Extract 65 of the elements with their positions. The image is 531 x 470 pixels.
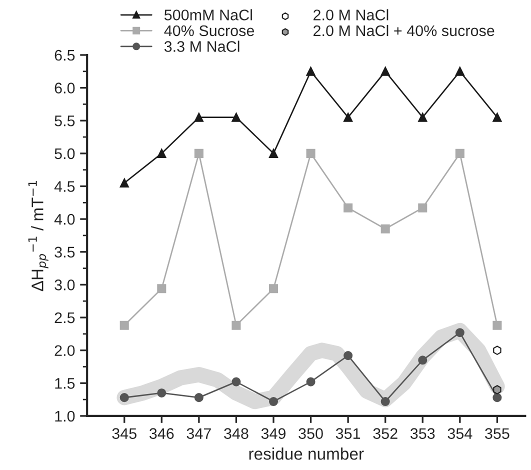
point [157,388,166,398]
y-tick-label: 4.0 [54,214,75,225]
point [232,320,241,330]
y-tick-label: 2.5 [54,312,75,324]
point [306,148,316,158]
y-tick-label: 5.5 [54,116,75,126]
x-tick-label: 352 [373,428,398,439]
point [344,203,353,212]
point [493,385,502,394]
x-tick-label: 345 [112,428,136,439]
point [380,396,390,406]
x-tick-label: 355 [485,428,510,439]
point [455,328,464,338]
x-tick-label: 348 [224,428,248,439]
y-axis-title: ΔH$_{pp}$$^{−1}$ / mT$^{−1}$ [28,180,48,292]
point [232,112,241,122]
point [157,284,166,294]
point [120,320,129,330]
point [306,377,316,386]
y-tick-label: 2.0 [54,345,75,356]
point [157,148,166,158]
point [120,393,129,402]
point [492,393,502,402]
point [268,396,278,406]
point [418,356,428,365]
point [418,112,428,122]
legend-label: 500mM NaCl [164,9,252,20]
point [418,203,428,212]
point [492,112,502,122]
x-axis-title: residue number [249,448,364,460]
point [120,178,129,188]
y-tick-label: 5.0 [54,148,75,160]
x-tick-label: 351 [336,428,360,439]
x-tick-label: 349 [261,428,286,439]
point [194,393,204,402]
point [344,112,353,122]
point [194,112,204,122]
legend-label: 40% Sucrose [164,25,254,36]
point [380,224,390,234]
point [268,148,278,158]
point [380,66,390,76]
point [492,320,502,330]
point [194,148,204,158]
y-tick-label: 4.5 [54,181,75,192]
x-tick-label: 350 [298,428,323,439]
y-tick-label: 3.5 [54,246,75,258]
point [455,148,464,158]
x-tick-label: 347 [186,428,211,439]
y-tick-label: 3.0 [54,280,75,290]
legend-label: 2.0 M NaCl + 40% sucrose [314,24,494,36]
point [306,66,316,76]
point [268,284,278,294]
y-tick-label: 1.5 [55,378,75,389]
point [455,66,464,76]
legend-label: 2.0 M NaCl [314,9,388,20]
point [344,351,353,360]
y-tick-label: 6.0 [54,82,75,94]
x-tick-label: 353 [410,428,435,439]
point [493,346,502,355]
x-tick-label: 346 [149,428,174,439]
point [232,377,241,386]
x-tick-label: 354 [448,428,472,439]
y-tick-label: 1.0 [55,410,75,422]
legend-label: 3.3 M NaCl [164,40,240,52]
y-tick-label: 6.5 [54,50,75,61]
